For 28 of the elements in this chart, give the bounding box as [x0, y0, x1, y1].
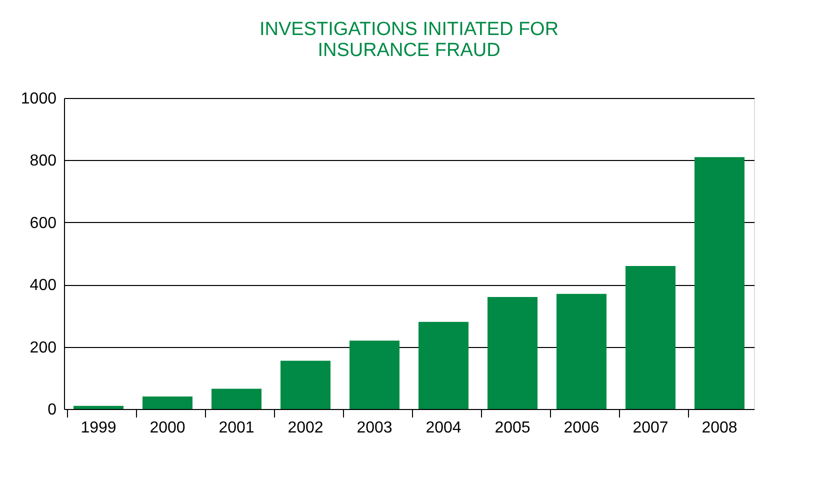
y-tick-label: 0 [48, 402, 57, 418]
x-tick-label: 2007 [632, 420, 668, 436]
x-tick-label: 2006 [564, 420, 600, 436]
y-tick-label: 600 [30, 214, 57, 232]
bar [556, 294, 606, 409]
x-tick-label: 2001 [218, 420, 254, 436]
bar [626, 266, 676, 409]
y-tick-label: 800 [30, 152, 57, 170]
x-tick-label: 2000 [150, 420, 186, 436]
x-tick-label: 2008 [702, 420, 738, 436]
bar [280, 360, 330, 409]
bar [74, 406, 124, 409]
y-tick-label: 400 [30, 277, 57, 294]
bar [212, 388, 262, 409]
y-tick-label: 200 [30, 339, 57, 356]
y-tick-label: 1000 [20, 90, 57, 108]
x-tick-label: 2003 [356, 420, 392, 436]
text: INVESTIGATIONS INITIATED FOR [259, 19, 559, 40]
bar [142, 396, 192, 409]
x-tick-label: 2002 [288, 420, 324, 436]
bar [350, 340, 400, 409]
bar [694, 157, 744, 409]
x-tick-label: 2005 [494, 420, 530, 436]
bar [488, 297, 538, 409]
x-tick-label: 2004 [426, 420, 462, 436]
text: INSURANCE FRAUD [318, 40, 500, 61]
bar [418, 322, 468, 409]
x-tick-label: 1999 [80, 420, 116, 436]
